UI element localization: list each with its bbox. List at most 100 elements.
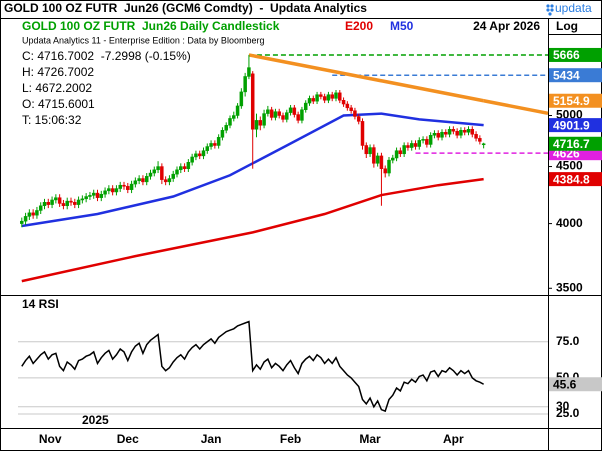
candle-body (334, 92, 338, 99)
candle-body (224, 125, 228, 131)
candle-body (20, 220, 24, 224)
candle-body (338, 92, 342, 101)
candle-body (462, 130, 467, 133)
candle-body (110, 188, 115, 193)
candle-body (171, 173, 175, 179)
rsi-title: 14 RSI (22, 297, 59, 311)
candle-body (95, 192, 100, 198)
value-badge (549, 93, 602, 108)
candle-body (137, 178, 141, 181)
candle-body (273, 111, 278, 118)
value-badge (549, 172, 602, 187)
ohlc-info: H: 4726.7002 (22, 65, 94, 79)
candle-body (353, 110, 357, 117)
candle-body (23, 216, 28, 222)
candle-body (163, 179, 168, 183)
candle-body (99, 193, 104, 198)
candle-body (372, 147, 376, 164)
candle-body (409, 143, 414, 148)
candle-body (254, 120, 259, 130)
value-badge-label: 5154.9 (553, 94, 590, 108)
candle-body (228, 118, 232, 126)
candle-body (167, 178, 172, 183)
candle-body (349, 107, 353, 111)
candle-body (394, 150, 399, 159)
candle-body (76, 199, 81, 205)
candle-body (432, 133, 437, 136)
candle-body (262, 113, 266, 126)
candle-body (213, 143, 217, 146)
candle-body (239, 91, 244, 107)
candle-body (379, 155, 384, 169)
legend-entry: M50 (390, 19, 414, 33)
x-tick-label: Apr (443, 432, 464, 446)
candle-body (436, 133, 440, 138)
value-badge (549, 118, 602, 133)
candle-body (303, 102, 308, 110)
scale-label: Log (556, 19, 578, 33)
value-badge (549, 47, 602, 62)
value-badge (549, 377, 602, 392)
candle-body (315, 94, 319, 102)
candle-body (360, 121, 365, 146)
x-tick-label: Mar (359, 432, 381, 446)
candle-body (205, 146, 210, 151)
candle-body (288, 107, 293, 113)
candle-body (402, 145, 406, 155)
candle-body (35, 210, 39, 216)
ohlc-info: L: 4672.2002 (22, 81, 92, 95)
x-tick-label: Nov (39, 432, 62, 446)
candle-body (179, 166, 183, 171)
y-tick-label: 25.0 (556, 406, 580, 420)
candle-body (65, 200, 69, 207)
x-tick-label: Dec (117, 432, 139, 446)
candle-body (466, 129, 471, 133)
candle-body (129, 183, 134, 190)
candle-body (194, 153, 198, 158)
candle-body (126, 186, 130, 190)
value-badge (549, 68, 602, 83)
candle-body (470, 129, 475, 135)
value-badge-label: 5434 (553, 68, 580, 82)
candle-body (107, 188, 111, 192)
value-badge-label: 4716.7 (553, 137, 590, 151)
candle-body (84, 196, 88, 200)
candle-body (88, 195, 92, 197)
candle-body (455, 131, 459, 136)
candle-body (50, 199, 54, 205)
rsi-line (21, 320, 484, 413)
candle-body (197, 153, 202, 157)
year-label: 2025 (82, 413, 109, 427)
candle-body (175, 169, 179, 175)
candle-body (122, 184, 126, 187)
candle-body (133, 180, 138, 185)
candle-body (341, 100, 346, 105)
chart-title: GOLD 100 OZ FUTR Jun26 Daily Candlestick (22, 19, 280, 33)
indicator-line (21, 112, 484, 228)
candle-body (425, 139, 429, 145)
subtitle: Updata Analytics 11 - Enterprise Edition… (22, 35, 264, 45)
ohlc-info: C: 4716.7002 -7.2998 (-0.15%) (22, 49, 191, 63)
candle-body (277, 111, 281, 116)
candle-body (391, 157, 395, 161)
candle-body (413, 143, 418, 147)
trendline-extension (483, 99, 549, 116)
candle-body (209, 143, 213, 147)
candle-body (368, 147, 372, 155)
candle-body (156, 166, 160, 171)
trendline (248, 53, 484, 103)
candle-body (326, 94, 331, 101)
candle-body (474, 134, 478, 139)
y-tick-label: 4000 (556, 216, 583, 230)
x-tick-label: Feb (280, 432, 301, 446)
candle-body (266, 109, 270, 114)
candle-body (481, 143, 486, 146)
value-badge-label: 45.6 (553, 377, 577, 391)
candle-body (190, 156, 194, 163)
candle-body (247, 67, 251, 77)
candle-body (216, 137, 221, 146)
value-badge-label: 5666 (553, 48, 580, 62)
y-tick-label: 3500 (556, 280, 583, 294)
logo-mark (546, 4, 554, 16)
candle-body (356, 116, 361, 122)
